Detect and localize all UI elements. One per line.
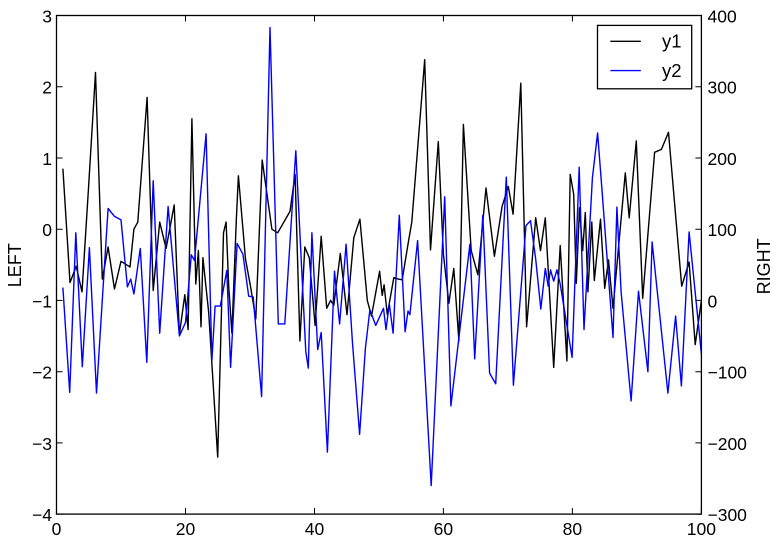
svg-text:0: 0 bbox=[42, 220, 52, 240]
svg-text:−200: −200 bbox=[708, 434, 748, 454]
svg-text:80: 80 bbox=[563, 519, 583, 539]
svg-text:300: 300 bbox=[708, 78, 737, 98]
svg-text:100: 100 bbox=[708, 220, 737, 240]
svg-text:−3: −3 bbox=[32, 434, 52, 454]
svg-text:400: 400 bbox=[708, 6, 737, 26]
svg-text:−2: −2 bbox=[32, 363, 52, 383]
svg-text:3: 3 bbox=[42, 6, 52, 26]
svg-text:0: 0 bbox=[52, 519, 62, 539]
svg-text:40: 40 bbox=[305, 519, 325, 539]
svg-text:RIGHT: RIGHT bbox=[754, 238, 774, 294]
svg-text:LEFT: LEFT bbox=[5, 243, 25, 287]
svg-text:y1: y1 bbox=[662, 31, 682, 52]
svg-text:1: 1 bbox=[42, 149, 52, 169]
svg-text:−4: −4 bbox=[32, 505, 52, 525]
svg-text:100: 100 bbox=[687, 519, 716, 539]
svg-text:20: 20 bbox=[176, 519, 196, 539]
svg-text:2: 2 bbox=[42, 78, 52, 98]
svg-text:200: 200 bbox=[708, 149, 737, 169]
svg-text:0: 0 bbox=[708, 291, 718, 311]
svg-text:−100: −100 bbox=[708, 363, 748, 383]
svg-text:−300: −300 bbox=[708, 505, 748, 525]
svg-text:y2: y2 bbox=[662, 60, 682, 81]
svg-text:−1: −1 bbox=[32, 291, 52, 311]
svg-text:60: 60 bbox=[434, 519, 454, 539]
